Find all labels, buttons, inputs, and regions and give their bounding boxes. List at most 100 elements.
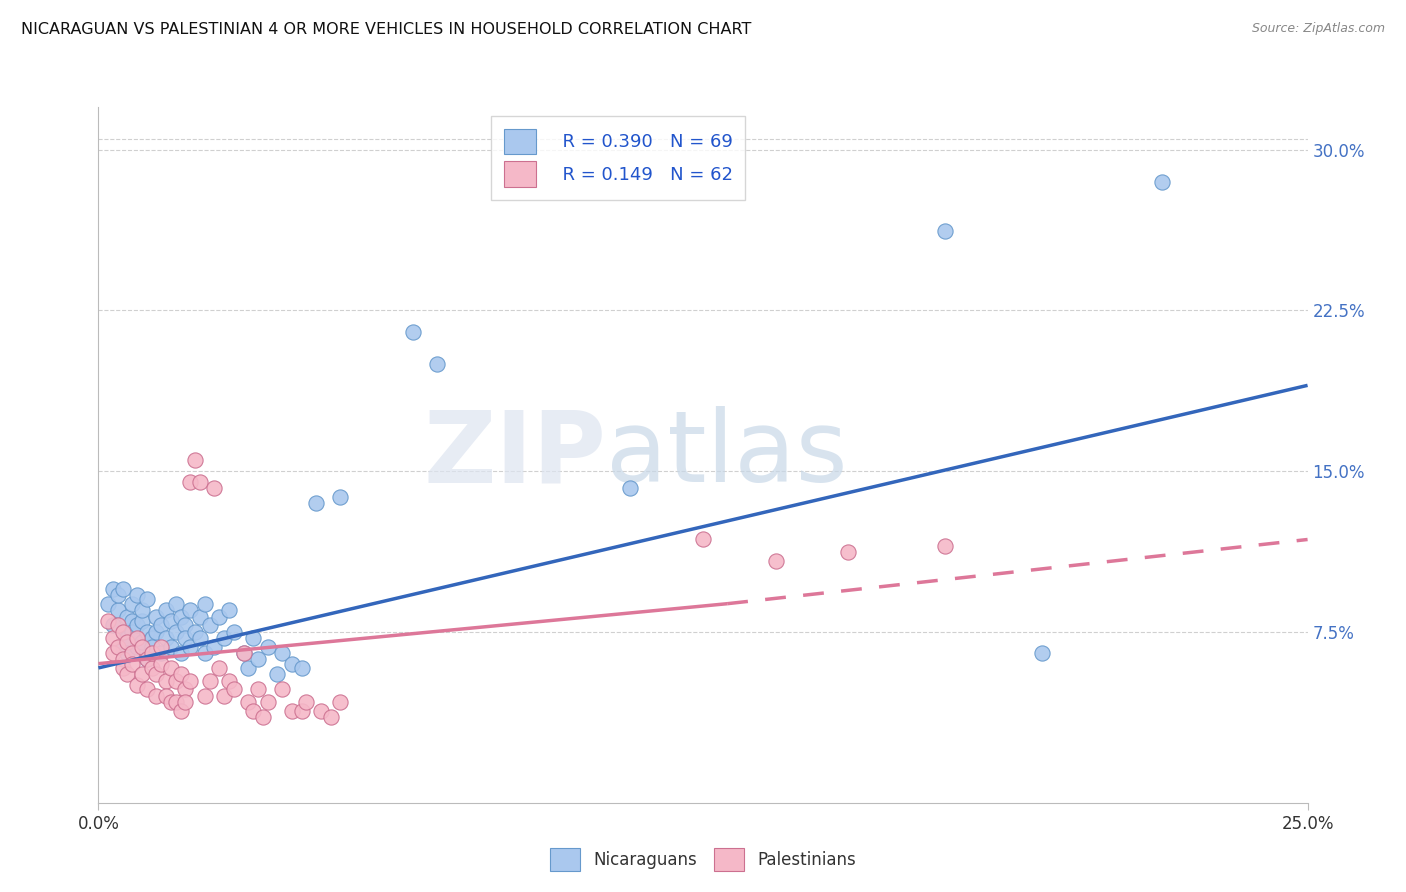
Point: [155, 689, 177, 703]
Point: [247, 652, 270, 666]
Point: [121, 597, 143, 611]
Point: [194, 646, 217, 660]
Point: [184, 624, 207, 639]
Point: [179, 640, 201, 654]
Point: [165, 695, 187, 709]
Point: [174, 682, 197, 697]
Point: [295, 695, 318, 709]
Point: [107, 603, 129, 617]
Point: [188, 631, 211, 645]
Point: [169, 667, 191, 681]
Point: [127, 640, 149, 654]
Text: Source: ZipAtlas.com: Source: ZipAtlas.com: [1251, 22, 1385, 36]
Point: [934, 224, 956, 238]
Point: [256, 695, 278, 709]
Point: [117, 646, 139, 660]
Point: [150, 657, 173, 671]
Point: [127, 678, 149, 692]
Point: [165, 624, 187, 639]
Point: [329, 695, 352, 709]
Point: [692, 533, 714, 547]
Point: [141, 631, 163, 645]
Point: [271, 682, 294, 697]
Text: NICARAGUAN VS PALESTINIAN 4 OR MORE VEHICLES IN HOUSEHOLD CORRELATION CHART: NICARAGUAN VS PALESTINIAN 4 OR MORE VEHI…: [21, 22, 751, 37]
Point: [101, 582, 124, 596]
Point: [155, 673, 177, 688]
Point: [837, 545, 859, 559]
Point: [131, 614, 153, 628]
Point: [145, 667, 167, 681]
Point: [135, 652, 157, 666]
Point: [179, 603, 201, 617]
Point: [111, 640, 134, 654]
Point: [150, 646, 173, 660]
Point: [426, 357, 449, 371]
Point: [111, 661, 134, 675]
Point: [222, 624, 245, 639]
Point: [111, 652, 134, 666]
Point: [145, 609, 167, 624]
Point: [256, 640, 278, 654]
Point: [127, 631, 149, 645]
Point: [204, 481, 226, 495]
Point: [165, 673, 187, 688]
Point: [290, 661, 312, 675]
Point: [179, 673, 201, 688]
Point: [97, 614, 120, 628]
Point: [101, 631, 124, 645]
Point: [188, 475, 211, 489]
Point: [619, 481, 641, 495]
Point: [934, 539, 956, 553]
Text: atlas: atlas: [606, 407, 848, 503]
Point: [232, 646, 254, 660]
Point: [135, 652, 157, 666]
Point: [111, 624, 134, 639]
Point: [238, 695, 260, 709]
Point: [107, 640, 129, 654]
Point: [155, 631, 177, 645]
Point: [135, 624, 157, 639]
Point: [266, 667, 288, 681]
Point: [174, 618, 197, 632]
Point: [117, 635, 139, 649]
Point: [169, 609, 191, 624]
Point: [160, 661, 183, 675]
Point: [242, 704, 264, 718]
Point: [242, 631, 264, 645]
Point: [131, 640, 153, 654]
Point: [212, 689, 235, 703]
Point: [212, 631, 235, 645]
Point: [150, 618, 173, 632]
Point: [160, 640, 183, 654]
Point: [121, 657, 143, 671]
Point: [141, 640, 163, 654]
Point: [309, 704, 332, 718]
Point: [319, 710, 342, 724]
Point: [160, 695, 183, 709]
Point: [107, 618, 129, 632]
Point: [155, 603, 177, 617]
Point: [131, 603, 153, 617]
Point: [765, 554, 787, 568]
Point: [208, 661, 231, 675]
Point: [222, 682, 245, 697]
Point: [204, 640, 226, 654]
Point: [111, 624, 134, 639]
Point: [107, 588, 129, 602]
Point: [218, 673, 240, 688]
Point: [252, 710, 274, 724]
Point: [247, 682, 270, 697]
Point: [218, 603, 240, 617]
Point: [1152, 175, 1174, 189]
Point: [165, 597, 187, 611]
Point: [194, 689, 217, 703]
Point: [141, 661, 163, 675]
Point: [290, 704, 312, 718]
Point: [238, 661, 260, 675]
Point: [184, 453, 207, 467]
Point: [131, 667, 153, 681]
Point: [127, 588, 149, 602]
Point: [160, 614, 183, 628]
Point: [329, 490, 352, 504]
Point: [101, 646, 124, 660]
